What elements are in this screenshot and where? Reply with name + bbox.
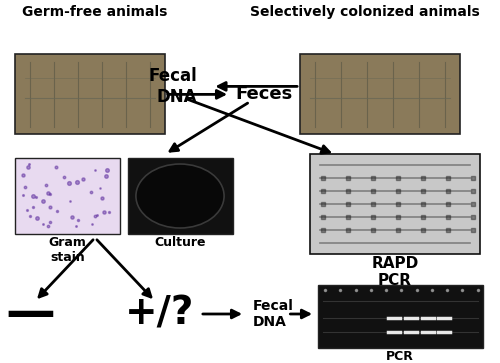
Text: Selectively colonized animals: Selectively colonized animals (250, 5, 480, 20)
Text: Feces: Feces (235, 85, 292, 103)
Bar (318, 285, 482, 348)
Text: —: — (5, 290, 55, 338)
Text: PCR: PCR (386, 350, 414, 363)
Text: Germ-free animals: Germ-free animals (22, 5, 168, 20)
Bar (15, 54, 165, 134)
Text: Culture: Culture (154, 236, 206, 249)
Circle shape (136, 164, 224, 228)
Text: Fecal
DNA: Fecal DNA (252, 299, 294, 329)
Bar (310, 154, 480, 254)
Bar (15, 158, 120, 234)
Text: RAPD
PCR: RAPD PCR (372, 256, 418, 288)
Bar (128, 158, 232, 234)
Bar (300, 54, 460, 134)
Text: Gram
stain: Gram stain (48, 236, 86, 264)
Text: Fecal
DNA: Fecal DNA (149, 67, 198, 106)
Text: +/?: +/? (126, 295, 194, 333)
